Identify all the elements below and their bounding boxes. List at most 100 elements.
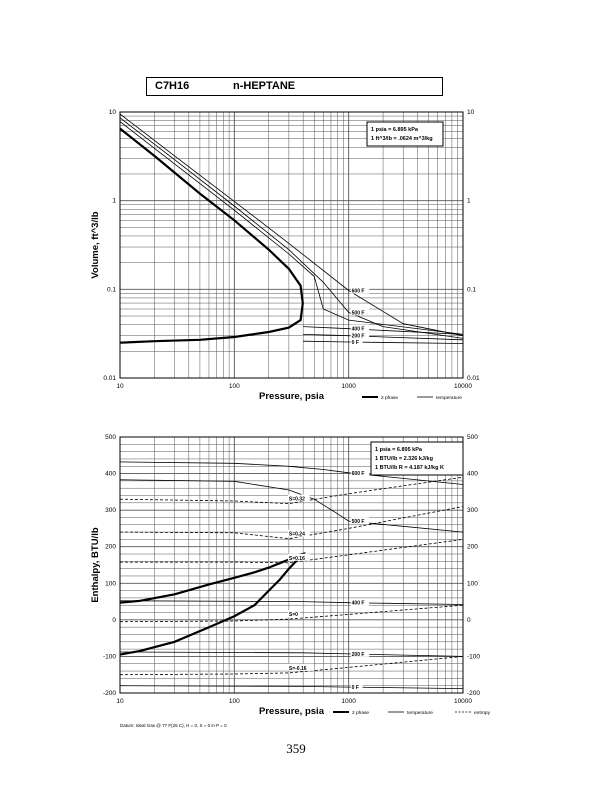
x-tick-label: 100 [229,698,240,705]
x-axis-title: Pressure, psia [259,706,325,717]
title-box: C7H16 n-HEPTANE [146,77,443,96]
legend-label: temperature [436,395,462,401]
isotherm-label: 0 F [352,340,359,346]
two-phase-envelope [119,552,307,656]
y-tick-label-left: 10 [109,109,117,116]
isotherm-label: 400 F [352,327,365,333]
series-label-bg [350,308,370,316]
conversion-text: 1 BTU/lb = 2.326 kJ/kg [375,456,433,462]
isotherm-line [119,685,464,689]
isotherm-line [119,651,464,657]
isotherm-label: 600 F [352,289,365,295]
x-tick-label: 1000 [341,698,356,705]
x-tick-label: 10000 [454,698,472,705]
conversion-text: 1 psia = 6.895 kPa [371,127,419,133]
y-tick-label-left: 0.1 [107,286,116,293]
entropy-label: S=0.24 [289,532,305,538]
series-label-bg [350,649,370,657]
entropy-line [119,604,464,623]
x-tick-label: 10 [116,698,124,705]
legend-label: temperature [407,710,433,716]
chemical-formula: C7H16 [155,80,190,92]
conversion-text: 1 BTU/lb R = 4.187 kJ/kg K [375,465,444,471]
conversion-text: 1 psia = 6.895 kPa [375,447,423,453]
isotherm-line [303,334,464,341]
isotherm-line [119,113,464,337]
y-tick-label-right: 500 [467,434,478,441]
y-tick-label-right: -100 [467,653,480,660]
isotherm-label: 500 F [352,310,365,316]
y-tick-label-left: -100 [103,653,116,660]
y-tick-label-left: 0.01 [103,375,116,382]
compound-name: n-HEPTANE [233,80,296,92]
legend-label: 2 phase [381,395,398,401]
page-number: 359 [286,741,306,756]
series-label-bg [350,517,370,525]
isotherm-line [119,479,464,533]
y-tick-label-right: 10 [467,109,475,116]
y-tick-label-right: 400 [467,471,478,478]
x-tick-label: 10 [116,383,124,390]
series-label-bg [350,324,370,332]
entropy-label: S=-0.16 [289,666,307,672]
entropy-line [119,476,464,505]
entropy-label: S=0 [289,612,298,618]
isotherm-label: 400 F [352,601,365,607]
isotherm-label: 600 F [352,471,365,477]
series-label-bg [350,331,370,339]
plot-frame [119,436,464,694]
series-label-bg [287,494,310,502]
isotherm-label: 200 F [352,652,365,658]
series-label-bg [287,610,300,618]
y-axis-title: Volume, ft^3/lb [90,211,101,278]
isotherm-line [303,326,464,335]
y-tick-label-right: 0 [467,617,471,624]
legend-label: 2 phase [352,710,369,716]
x-tick-label: 100 [229,383,240,390]
y-tick-label-left: 200 [105,544,116,551]
y-tick-label-left: 0 [112,617,116,624]
series-label-bg [350,468,370,476]
conversion-text: 1 ft^3/lb = .0624 m^3/kg [371,136,433,142]
y-tick-label-right: 0.01 [467,375,480,382]
y-tick-label-left: 1 [112,198,116,205]
y-tick-label-right: -200 [467,690,480,697]
conversion-box [366,121,444,147]
two-phase-envelope [119,127,304,344]
plot-frame [119,111,464,379]
series-label-bg [350,598,370,606]
series-label-bg [350,286,370,294]
conversion-box [370,441,464,476]
isotherm-line [119,600,464,605]
y-tick-label-left: -200 [103,690,116,697]
series-label-bg [287,663,313,671]
y-tick-label-right: 200 [467,544,478,551]
entropy-line [119,506,464,540]
x-axis-title: Pressure, psia [259,391,325,402]
series-label-bg [287,529,310,537]
series-label-bg [350,337,363,345]
entropy-label: S=0.32 [289,497,305,503]
y-tick-label-left: 100 [105,580,116,587]
series-label-bg [287,553,310,561]
isotherm-line [119,117,464,339]
entropy-line [120,539,464,564]
isotherm-line [119,121,464,335]
y-tick-label-left: 500 [105,434,116,441]
isotherm-label: 200 F [352,334,365,340]
x-tick-label: 1000 [341,383,356,390]
y-tick-label-right: 0.1 [467,286,476,293]
x-tick-label: 10000 [454,383,472,390]
y-axis-title: Enthalpy, BTU/lb [90,527,101,602]
y-tick-label-left: 400 [105,471,116,478]
legend-label: entropy [474,710,491,716]
isotherm-line [303,340,464,344]
y-tick-label-right: 1 [467,198,471,205]
series-label-bg [350,683,363,691]
y-tick-label-left: 300 [105,507,116,514]
entropy-line [119,656,464,676]
entropy-label: S=0.16 [289,556,305,562]
isotherm-label: 0 F [352,685,359,691]
